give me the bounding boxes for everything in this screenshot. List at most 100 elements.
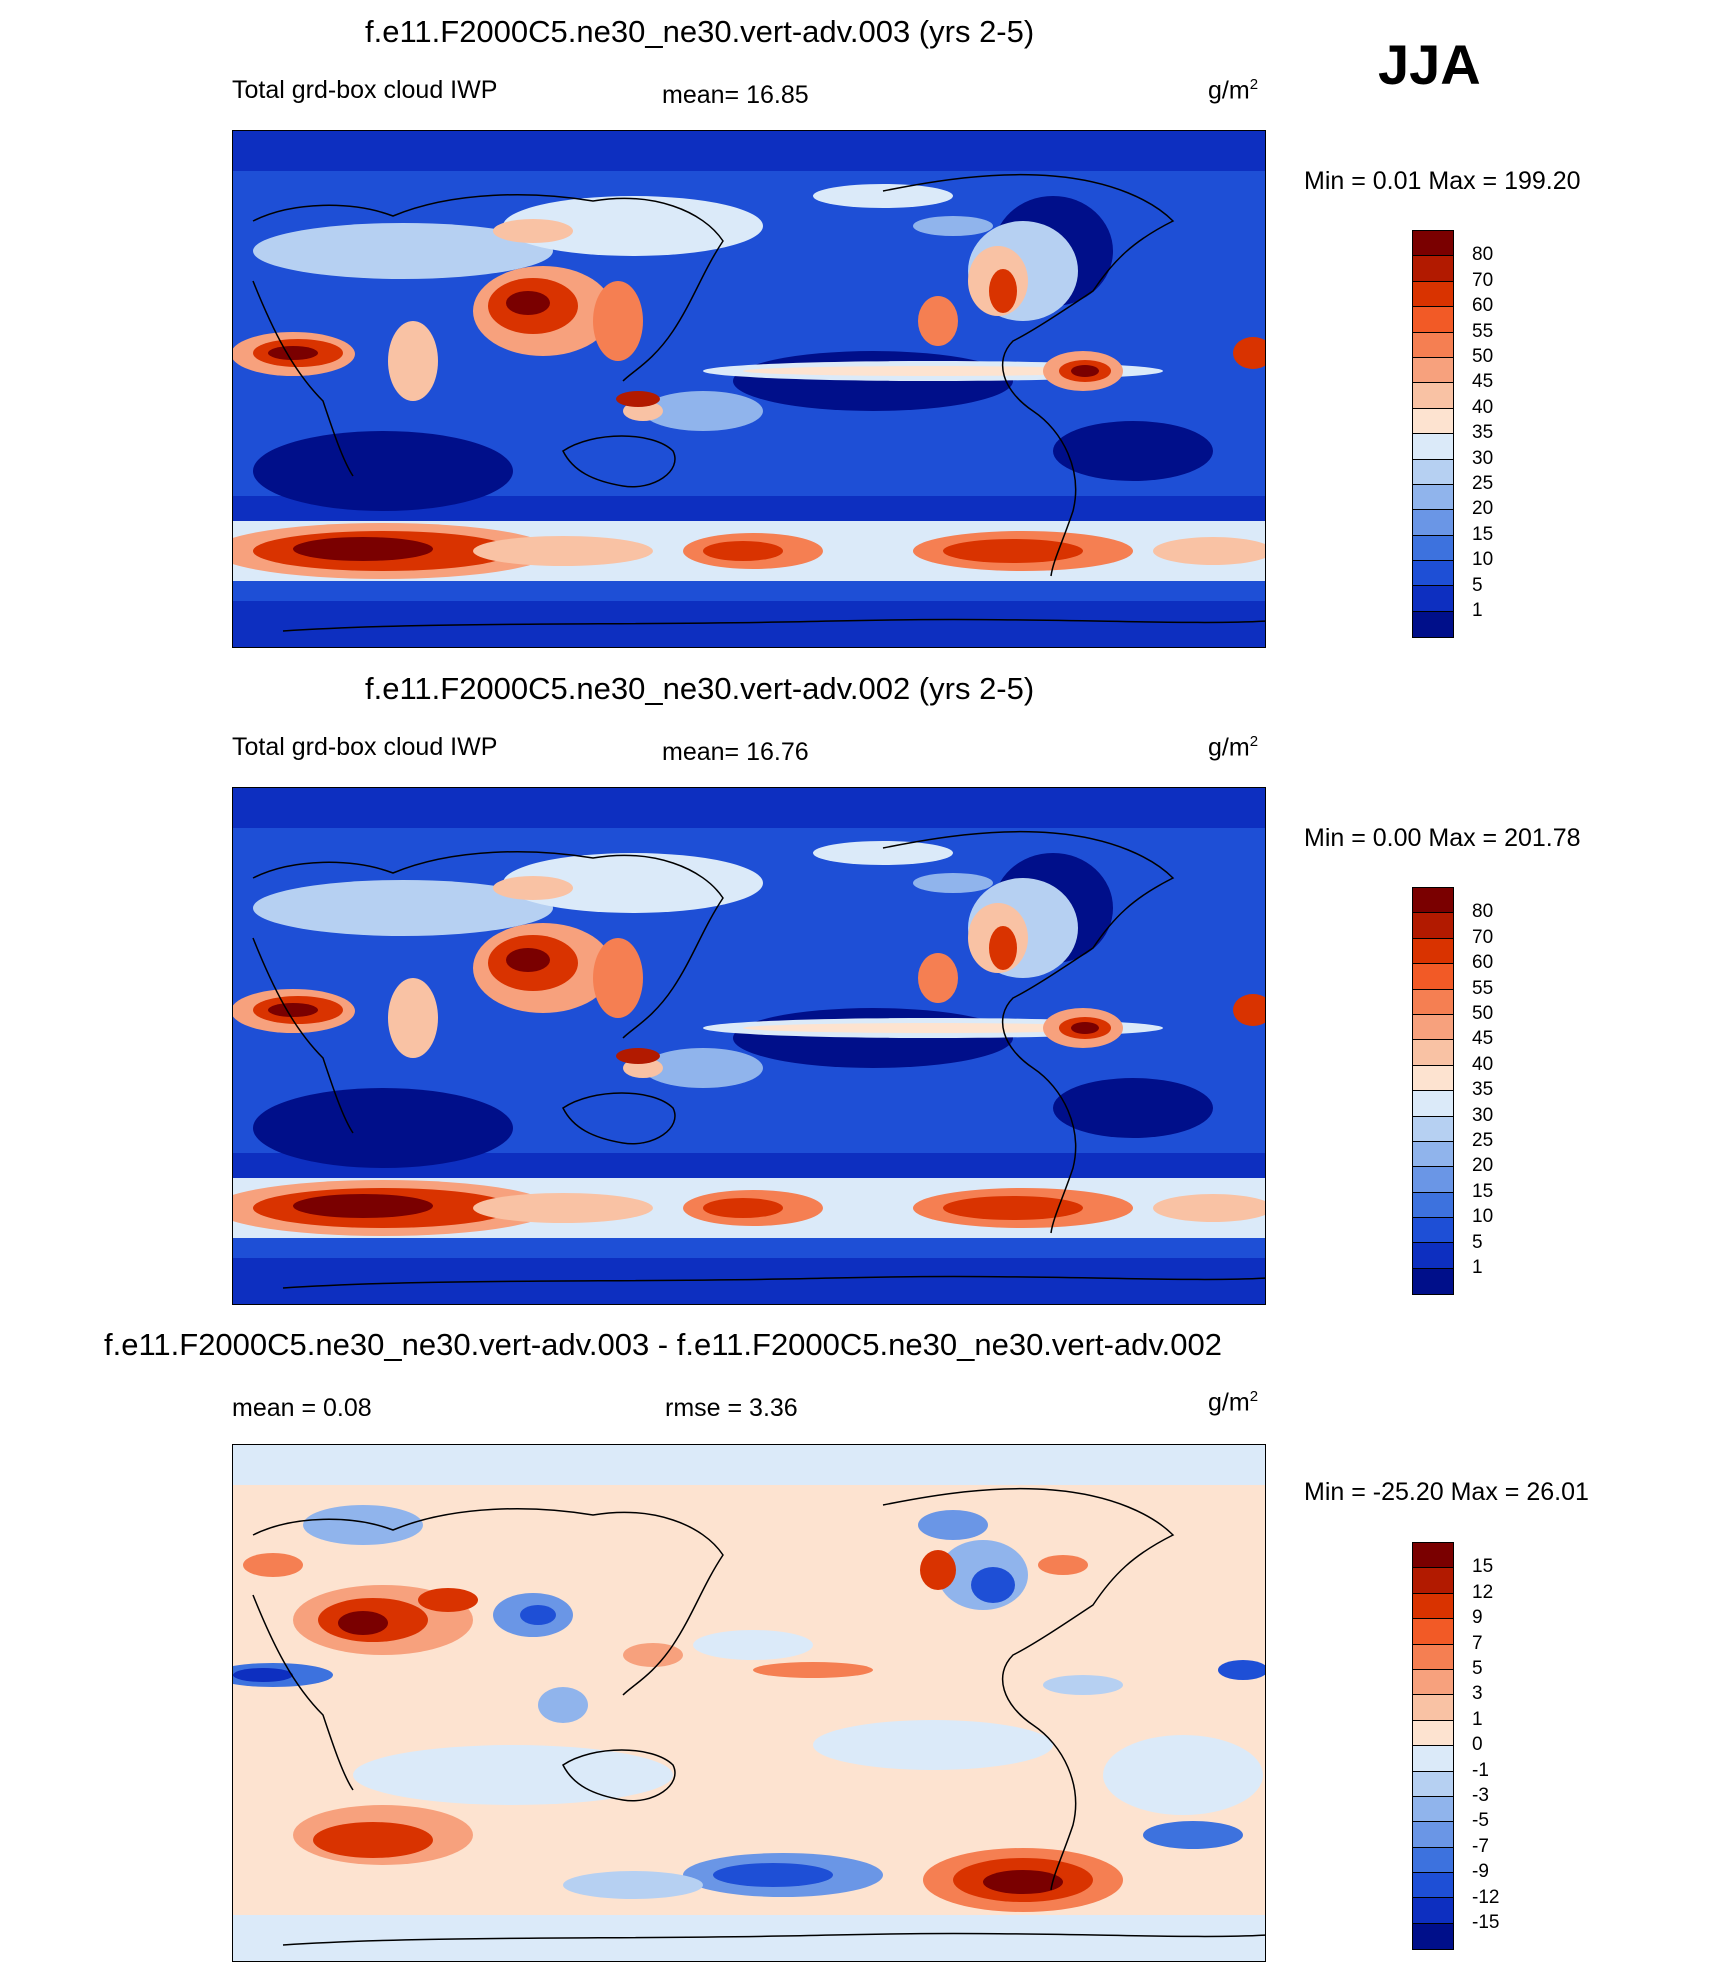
- colorbar-tick-label: 7: [1472, 1632, 1483, 1654]
- colorbar-swatch: [1413, 1771, 1453, 1797]
- colorbar-swatch: [1413, 1695, 1453, 1721]
- colorbar-tick-label: 15: [1472, 523, 1494, 545]
- colorbar-tick-label: 70: [1472, 926, 1494, 948]
- colorbar-swatch: [1413, 1543, 1453, 1569]
- colorbar-swatch: [1413, 1065, 1453, 1092]
- colorbar-tick-label: 35: [1472, 1079, 1494, 1101]
- colorbar-swatch: [1413, 1822, 1453, 1848]
- colorbar-tick-label: 50: [1472, 346, 1494, 367]
- colorbar-tick-label: 30: [1472, 447, 1494, 469]
- colorbar-swatch: [1413, 1192, 1453, 1219]
- colorbar-tick-label: 0: [1472, 1734, 1483, 1756]
- colorbar-swatch: [1413, 1568, 1453, 1594]
- colorbar-tick-label: 5: [1472, 574, 1483, 596]
- colorbar-tick-label: 3: [1472, 1683, 1483, 1705]
- panel2-colorbar-boxes: [1412, 887, 1454, 1296]
- colorbar-tick-label: 25: [1472, 473, 1494, 494]
- panel1-colorbar: [1412, 230, 1454, 639]
- colorbar-tick-label: 40: [1472, 1053, 1494, 1075]
- panel2-minmax-label: Min = 0.00 Max = 201.78: [1304, 824, 1581, 852]
- colorbar-tick-label: 5: [1472, 1658, 1483, 1679]
- colorbar-tick-label: -5: [1472, 1810, 1489, 1832]
- colorbar-swatch: [1413, 1923, 1453, 1950]
- colorbar-tick-label: -9: [1472, 1861, 1489, 1883]
- colorbar-swatch: [1413, 256, 1453, 282]
- panel3-title: f.e11.F2000C5.ne30_ne30.vert-adv.003 - f…: [104, 1327, 1222, 1362]
- colorbar-swatch: [1413, 611, 1453, 638]
- panel2-map: [232, 787, 1266, 1305]
- colorbar-swatch: [1413, 1746, 1453, 1772]
- colorbar-tick-label: 20: [1472, 498, 1494, 520]
- panel3-units-label: g/m2: [1208, 1388, 1259, 1417]
- panel3-map-svg: [233, 1445, 1265, 1961]
- colorbar-swatch: [1413, 888, 1453, 914]
- panel3-map: [232, 1444, 1266, 1962]
- colorbar-tick-label: 50: [1472, 1003, 1494, 1024]
- colorbar-swatch: [1413, 1796, 1453, 1823]
- colorbar-swatch: [1413, 281, 1453, 308]
- colorbar-tick-label: 12: [1472, 1581, 1494, 1603]
- colorbar-swatch: [1413, 989, 1453, 1015]
- colorbar-tick-label: 30: [1472, 1104, 1494, 1126]
- colorbar-tick-label: -7: [1472, 1835, 1489, 1857]
- season-label: JJA: [1378, 33, 1481, 96]
- colorbar-tick-label: -12: [1472, 1886, 1500, 1908]
- colorbar-swatch: [1413, 535, 1453, 562]
- colorbar-swatch: [1413, 586, 1453, 612]
- panel3-colorbar: [1412, 1542, 1454, 1951]
- colorbar-tick-label: -3: [1472, 1785, 1489, 1806]
- colorbar-swatch: [1413, 1116, 1453, 1142]
- colorbar-swatch: [1413, 510, 1453, 536]
- colorbar-swatch: [1413, 1040, 1453, 1066]
- colorbar-tick-label: 80: [1472, 244, 1494, 266]
- panel3-minmax-label: Min = -25.20 Max = 26.01: [1304, 1478, 1589, 1506]
- panel2-title: f.e11.F2000C5.ne30_ne30.vert-adv.002 (yr…: [365, 671, 1035, 706]
- colorbar-swatch: [1413, 1268, 1453, 1295]
- colorbar-tick-label: 55: [1472, 320, 1494, 342]
- colorbar-swatch: [1413, 1644, 1453, 1670]
- panel1-minmax-label: Min = 0.01 Max = 199.20: [1304, 167, 1581, 195]
- colorbar-tick-label: 20: [1472, 1155, 1494, 1177]
- colorbar-tick-label: 70: [1472, 269, 1494, 291]
- colorbar-swatch: [1413, 1141, 1453, 1168]
- colorbar-swatch: [1413, 1619, 1453, 1645]
- panel1-map-svg: [233, 131, 1265, 647]
- colorbar-tick-label: 80: [1472, 901, 1494, 923]
- colorbar-swatch: [1413, 964, 1453, 990]
- colorbar-tick-label: 10: [1472, 549, 1494, 571]
- colorbar-swatch: [1413, 1847, 1453, 1874]
- colorbar-swatch: [1413, 307, 1453, 333]
- panel1-variable-label: Total grd-box cloud IWP: [232, 76, 498, 104]
- panel1-colorbar-boxes: [1412, 230, 1454, 639]
- colorbar-tick-label: 15: [1472, 1556, 1494, 1578]
- colorbar-tick-label: 60: [1472, 952, 1494, 974]
- colorbar-swatch: [1413, 1014, 1453, 1041]
- panel1-title: f.e11.F2000C5.ne30_ne30.vert-adv.003 (yr…: [365, 14, 1035, 49]
- colorbar-swatch: [1413, 484, 1453, 511]
- colorbar-tick-label: 40: [1472, 396, 1494, 418]
- colorbar-swatch: [1413, 913, 1453, 939]
- panel3-colorbar-boxes: [1412, 1542, 1454, 1951]
- colorbar-swatch: [1413, 1091, 1453, 1117]
- colorbar-tick-label: -15: [1472, 1912, 1500, 1933]
- colorbar-swatch: [1413, 357, 1453, 384]
- colorbar-tick-label: 45: [1472, 371, 1494, 393]
- colorbar-tick-label: 15: [1472, 1180, 1494, 1202]
- colorbar-tick-label: 9: [1472, 1607, 1483, 1629]
- colorbar-tick-label: 25: [1472, 1130, 1494, 1151]
- colorbar-swatch: [1413, 1669, 1453, 1696]
- colorbar-tick-label: 35: [1472, 422, 1494, 444]
- colorbar-swatch: [1413, 459, 1453, 485]
- panel1-mean-label: mean= 16.85: [662, 81, 809, 109]
- colorbar-swatch: [1413, 561, 1453, 587]
- colorbar-swatch: [1413, 332, 1453, 358]
- colorbar-tick-label: 10: [1472, 1206, 1494, 1228]
- colorbar-tick-label: -1: [1472, 1759, 1489, 1781]
- colorbar-swatch: [1413, 1167, 1453, 1193]
- colorbar-swatch: [1413, 1243, 1453, 1269]
- panel2-units-label: g/m2: [1208, 733, 1259, 762]
- panel2-variable-label: Total grd-box cloud IWP: [232, 733, 498, 761]
- colorbar-swatch: [1413, 434, 1453, 460]
- panel3-rmse-label: rmse = 3.36: [665, 1394, 798, 1422]
- colorbar-tick-label: 60: [1472, 295, 1494, 317]
